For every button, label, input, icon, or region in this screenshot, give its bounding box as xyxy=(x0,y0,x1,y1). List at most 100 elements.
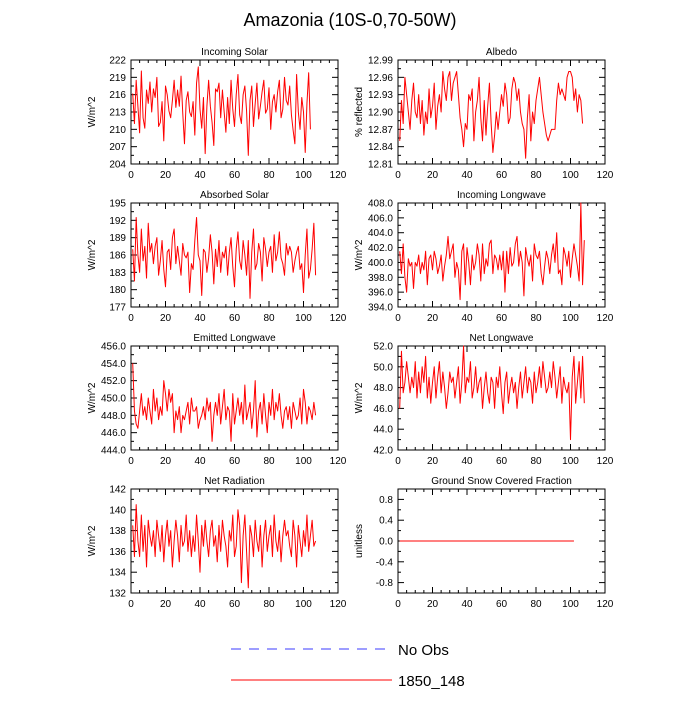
y-tick-label: 216 xyxy=(109,90,126,101)
panel-frame xyxy=(130,202,339,308)
y-tick-label: 12.96 xyxy=(368,73,393,84)
x-tick-label: 20 xyxy=(160,313,172,324)
y-tick-label: 186 xyxy=(109,251,126,262)
panel-frame xyxy=(397,202,606,308)
y-tick-label: 44.0 xyxy=(374,425,394,436)
y-tick-label: 456.0 xyxy=(101,342,126,353)
y-tick-label: 132 xyxy=(109,589,126,600)
series-line-1850-148 xyxy=(132,504,317,589)
y-tick-label: 222 xyxy=(109,56,126,67)
y-tick-label: 183 xyxy=(109,268,126,279)
x-tick-label: 80 xyxy=(530,170,542,181)
x-tick-label: 0 xyxy=(128,456,134,467)
panel-ground-snow-covered-fraction: Ground Snow Covered Fraction unitless 0 20 4… xyxy=(354,476,614,610)
series-line-1850-148 xyxy=(399,71,584,159)
x-tick-label: 60 xyxy=(496,170,508,181)
panel-albedo: Albedo % reflected 0 20 40 60 80 100 120 12.81 12.… xyxy=(354,47,614,181)
y-tick-label: 50.0 xyxy=(374,362,394,373)
x-tick-label: 60 xyxy=(229,313,241,324)
y-tick-label: 450.0 xyxy=(101,394,126,405)
y-tick-label: 406.0 xyxy=(368,213,393,224)
y-tick-label: -0.4 xyxy=(376,557,394,568)
y-tick-label: 138 xyxy=(109,526,126,537)
x-tick-label: 80 xyxy=(530,599,542,610)
y-tick-label: 444.0 xyxy=(101,446,126,457)
y-tick-label: 398.0 xyxy=(368,273,393,284)
panel-title: Incoming Longwave xyxy=(457,190,546,201)
y-tick-label: 0.8 xyxy=(379,495,393,506)
panel-title: Net Radiation xyxy=(204,476,265,487)
y-tick-label: 210 xyxy=(109,125,126,136)
x-tick-label: 20 xyxy=(427,170,439,181)
panel-title: Emitted Longwave xyxy=(193,333,276,344)
y-axis-label: W/m^2 xyxy=(87,382,98,413)
x-tick-label: 100 xyxy=(562,599,579,610)
y-tick-label: 12.87 xyxy=(368,125,393,136)
panel-emitted-longwave: Emitted Longwave W/m^2 0 20 40 60 80 100 120 444.… xyxy=(87,333,347,467)
y-tick-label: 448.0 xyxy=(101,411,126,422)
y-axis-label: W/m^2 xyxy=(87,239,98,270)
x-tick-label: 120 xyxy=(597,599,614,610)
x-tick-label: 100 xyxy=(562,456,579,467)
y-tick-label: 204 xyxy=(109,160,126,171)
y-tick-label: -0.8 xyxy=(376,578,394,589)
y-tick-label: 134 xyxy=(109,568,126,579)
panel-title: Absorbed Solar xyxy=(200,190,270,201)
x-tick-label: 40 xyxy=(194,599,206,610)
y-tick-label: 454.0 xyxy=(101,359,126,370)
x-tick-label: 80 xyxy=(263,313,275,324)
x-tick-label: 40 xyxy=(194,456,206,467)
panel-incoming-longwave: Incoming Longwave W/m^2 0 20 40 60 80 100 120 394… xyxy=(354,190,614,324)
x-tick-label: 80 xyxy=(263,599,275,610)
x-tick-label: 40 xyxy=(194,170,206,181)
panel-absorbed-solar: Absorbed Solar W/m^2 0 20 40 60 80 100 120 177 180… xyxy=(87,190,347,324)
panel-title: Net Longwave xyxy=(470,333,534,344)
y-tick-label: 46.0 xyxy=(374,404,394,415)
y-tick-label: 52.0 xyxy=(374,342,394,353)
x-tick-label: 80 xyxy=(530,456,542,467)
panels: Incoming Solar W/m^2 0 20 40 60 80 100 120 204 207… xyxy=(87,47,614,610)
y-tick-label: 195 xyxy=(109,199,126,210)
x-tick-label: 80 xyxy=(263,170,275,181)
panel-title: Albedo xyxy=(486,47,518,58)
x-tick-label: 40 xyxy=(461,313,473,324)
y-tick-label: 136 xyxy=(109,547,126,558)
y-axis-label: % reflected xyxy=(354,87,365,137)
series-line-1850-148 xyxy=(132,66,311,156)
x-tick-label: 100 xyxy=(295,456,312,467)
x-tick-label: 20 xyxy=(427,599,439,610)
x-tick-label: 0 xyxy=(395,456,401,467)
y-tick-label: 400.0 xyxy=(368,258,393,269)
series-line-1850-148 xyxy=(132,363,317,442)
x-tick-label: 0 xyxy=(128,170,134,181)
y-axis-label: W/m^2 xyxy=(87,96,98,127)
legend-label-1850-148: 1850_148 xyxy=(398,673,465,690)
series-line-1850-148 xyxy=(399,202,585,301)
y-axis-label: W/m^2 xyxy=(87,525,98,556)
x-tick-label: 80 xyxy=(263,456,275,467)
y-tick-label: 446.0 xyxy=(101,428,126,439)
y-tick-label: 219 xyxy=(109,73,126,84)
x-tick-label: 20 xyxy=(160,170,172,181)
y-tick-label: 142 xyxy=(109,485,126,496)
main-title: Amazonia (10S-0,70-50W) xyxy=(243,10,456,30)
x-tick-label: 100 xyxy=(295,313,312,324)
x-tick-label: 120 xyxy=(330,170,347,181)
y-tick-label: 48.0 xyxy=(374,383,394,394)
panel-incoming-solar: Incoming Solar W/m^2 0 20 40 60 80 100 120 204 207… xyxy=(87,47,347,181)
x-tick-label: 120 xyxy=(597,313,614,324)
y-tick-label: 12.84 xyxy=(368,142,393,153)
x-tick-label: 60 xyxy=(229,599,241,610)
x-tick-label: 120 xyxy=(597,456,614,467)
x-tick-label: 0 xyxy=(128,599,134,610)
x-tick-label: 20 xyxy=(427,456,439,467)
y-axis-label: W/m^2 xyxy=(354,382,365,413)
panel-frame xyxy=(130,488,339,594)
x-tick-label: 60 xyxy=(496,456,508,467)
panel-title: Ground Snow Covered Fraction xyxy=(431,476,572,487)
x-tick-label: 120 xyxy=(597,170,614,181)
series-line-1850-148 xyxy=(399,345,585,441)
y-tick-label: 42.0 xyxy=(374,446,394,457)
y-tick-label: 140 xyxy=(109,505,126,516)
